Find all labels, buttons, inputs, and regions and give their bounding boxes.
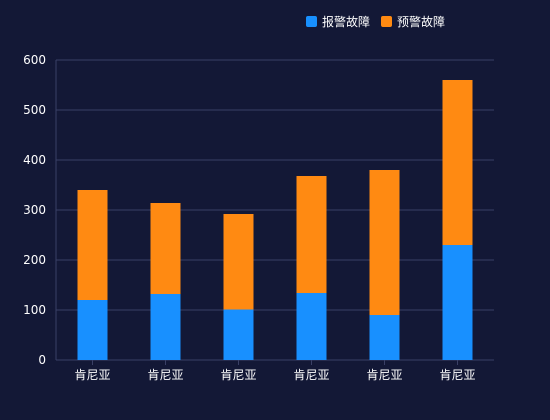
x-tick-label: 肯尼亚: [147, 368, 183, 382]
x-tick-label: 肯尼亚: [74, 368, 110, 382]
gridlines: [55, 59, 494, 361]
y-tick-label: 400: [23, 153, 46, 167]
bar-alarm-4[interactable]: [296, 293, 327, 360]
bar-alarm-6[interactable]: [442, 245, 473, 360]
legend[interactable]: 报警故障 预警故障: [306, 14, 445, 29]
x-axis-ticks: 肯尼亚 肯尼亚 肯尼亚 肯尼亚 肯尼亚 肯尼亚: [74, 360, 476, 382]
y-tick-label: 500: [23, 103, 46, 117]
bar-warning-6[interactable]: [442, 80, 473, 245]
y-tick-label: 600: [23, 53, 46, 67]
bar-alarm-2[interactable]: [150, 294, 181, 360]
y-tick-label: 0: [38, 353, 46, 367]
bar-warning-3[interactable]: [223, 214, 254, 310]
x-tick-label: 肯尼亚: [439, 368, 475, 382]
legend-item-alarm[interactable]: 报警故障: [306, 14, 370, 29]
y-axis-ticks: 0 100 200 300 400 500 600: [23, 53, 46, 367]
bar-alarm-1[interactable]: [77, 300, 108, 360]
y-tick-label: 300: [23, 203, 46, 217]
legend-item-warning[interactable]: 预警故障: [381, 14, 445, 29]
y-tick-label: 200: [23, 253, 46, 267]
x-tick-label: 肯尼亚: [293, 368, 329, 382]
bar-warning-1[interactable]: [77, 190, 108, 300]
bar-warning-4[interactable]: [296, 176, 327, 293]
bar-warning-2[interactable]: [150, 203, 181, 294]
x-tick-label: 肯尼亚: [366, 368, 402, 382]
bar-alarm-5[interactable]: [369, 315, 400, 360]
bar-warning-5[interactable]: [369, 170, 400, 315]
bar-alarm-3[interactable]: [223, 309, 254, 361]
legend-swatch: [381, 16, 392, 27]
bars: [77, 80, 473, 361]
y-tick-label: 100: [23, 303, 46, 317]
legend-label: 报警故障: [322, 14, 370, 29]
legend-label: 预警故障: [397, 14, 445, 29]
legend-swatch: [306, 16, 317, 27]
x-tick-label: 肯尼亚: [220, 368, 256, 382]
